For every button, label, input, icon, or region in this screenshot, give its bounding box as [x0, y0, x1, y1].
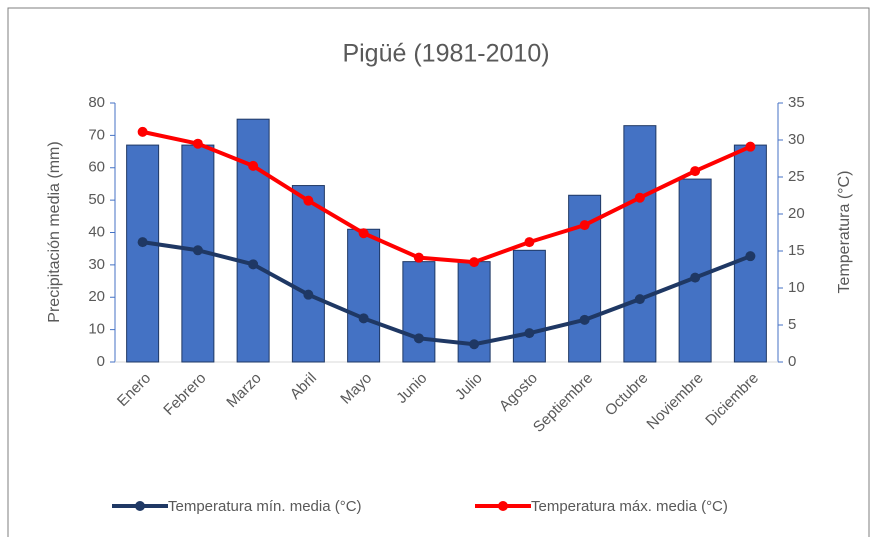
point [579, 220, 590, 231]
y2-tick-label: 30 [788, 131, 805, 148]
y2-tick-label: 15 [788, 242, 805, 259]
y2-tick-label: 25 [788, 168, 805, 185]
point [137, 237, 148, 248]
y2-tick-label: 0 [788, 353, 796, 370]
point [524, 328, 535, 339]
y-tick-label: 0 [97, 353, 105, 370]
point [469, 257, 480, 268]
bar [291, 185, 325, 363]
point [469, 339, 480, 350]
point [745, 141, 756, 152]
bar [126, 144, 160, 363]
point [248, 160, 259, 171]
y-tick-label: 40 [88, 223, 105, 240]
bar [236, 118, 270, 363]
y2-tick-label: 35 [788, 94, 805, 111]
point [303, 289, 314, 300]
point [358, 228, 369, 239]
point [690, 166, 701, 177]
bar [678, 178, 712, 363]
point [192, 245, 203, 256]
point [358, 313, 369, 324]
legend-marker [135, 501, 145, 511]
y-tick-label: 30 [88, 256, 105, 273]
point [303, 195, 314, 206]
bar [512, 249, 546, 363]
legend-label: Temperatura mín. media (°C) [168, 498, 362, 515]
legend-label: Temperatura máx. media (°C) [531, 498, 728, 515]
y2-tick-label: 5 [788, 316, 796, 333]
point [137, 126, 148, 137]
bar [402, 261, 436, 363]
line [142, 129, 752, 265]
bar [623, 125, 657, 363]
y-tick-label: 50 [88, 191, 105, 208]
y-tick-label: 70 [88, 126, 105, 143]
point [413, 333, 424, 344]
y-tick-label: 20 [88, 288, 105, 305]
point [192, 138, 203, 149]
point [634, 192, 645, 203]
chart-title: Pigüé (1981-2010) [342, 40, 549, 68]
y2-tick-label: 10 [788, 279, 805, 296]
point [524, 237, 535, 248]
bar [347, 228, 381, 363]
y-tick-label: 80 [88, 94, 105, 111]
y-tick-label: 60 [88, 159, 105, 176]
point [745, 251, 756, 262]
point [413, 252, 424, 263]
y2-tick-label: 20 [788, 205, 805, 222]
legend-marker [498, 501, 508, 511]
line [142, 240, 752, 347]
y2-axis-title: Temperatura (°C) [836, 171, 853, 294]
point [690, 272, 701, 283]
y-axis-title: Precipitación media (mm) [46, 141, 63, 322]
y-tick-label: 10 [88, 321, 105, 338]
point [634, 294, 645, 305]
point [579, 314, 590, 325]
point [248, 259, 259, 270]
